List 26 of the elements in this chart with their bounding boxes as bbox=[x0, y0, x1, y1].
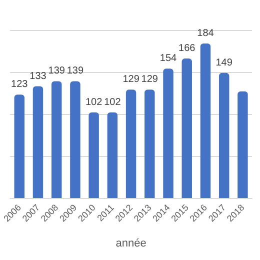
data-label: 149 bbox=[216, 57, 233, 68]
x-axis-title: année bbox=[116, 238, 146, 250]
data-label: 102 bbox=[85, 96, 103, 108]
bar bbox=[126, 90, 136, 198]
data-label: 129 bbox=[122, 74, 140, 86]
bar bbox=[88, 112, 99, 198]
bar bbox=[51, 81, 62, 198]
data-label: 102 bbox=[104, 96, 122, 108]
bar bbox=[218, 72, 230, 198]
bar bbox=[70, 81, 80, 198]
bar bbox=[14, 94, 24, 198]
data-label: 139 bbox=[48, 66, 66, 77]
bar bbox=[32, 86, 44, 198]
bar bbox=[238, 91, 248, 198]
data-label: 139 bbox=[66, 66, 84, 77]
bar bbox=[107, 112, 118, 198]
bar bbox=[163, 68, 174, 198]
data-label: 166 bbox=[178, 43, 196, 54]
data-label: 129 bbox=[141, 74, 158, 86]
bar bbox=[144, 90, 155, 198]
data-label: 184 bbox=[197, 28, 214, 39]
data-label: 154 bbox=[160, 53, 178, 64]
data-label: 133 bbox=[30, 70, 47, 82]
bar bbox=[200, 43, 211, 198]
bar bbox=[182, 58, 192, 198]
data-label: 123 bbox=[11, 79, 28, 90]
